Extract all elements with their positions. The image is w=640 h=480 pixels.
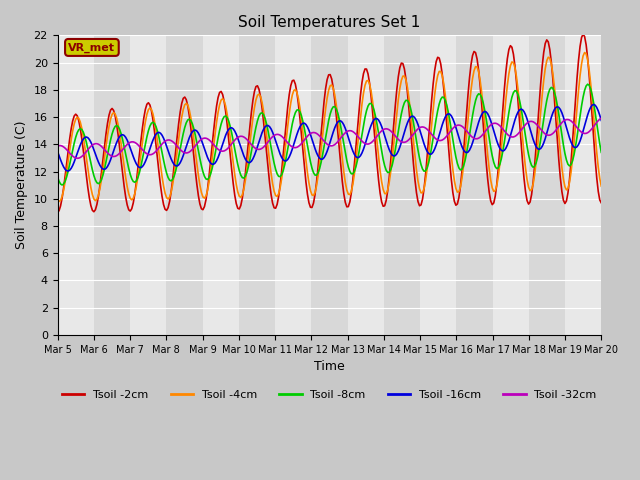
Tsoil -8cm bbox=[122, 151, 129, 157]
Bar bbox=[94, 36, 130, 335]
Tsoil -2cm bbox=[54, 209, 61, 215]
Tsoil -32cm bbox=[597, 115, 605, 121]
Tsoil -16cm bbox=[244, 160, 252, 166]
Tsoil -4cm bbox=[122, 175, 129, 180]
Bar bbox=[529, 36, 565, 335]
Tsoil -2cm bbox=[567, 160, 575, 166]
Bar bbox=[493, 36, 529, 335]
Line: Tsoil -32cm: Tsoil -32cm bbox=[58, 118, 601, 158]
Tsoil -16cm bbox=[122, 134, 129, 140]
Tsoil -32cm bbox=[122, 143, 129, 149]
Tsoil -2cm bbox=[291, 81, 299, 87]
Tsoil -2cm bbox=[597, 200, 605, 206]
Line: Tsoil -8cm: Tsoil -8cm bbox=[58, 84, 601, 185]
Tsoil -8cm bbox=[597, 149, 605, 155]
Tsoil -8cm bbox=[54, 174, 61, 180]
Bar bbox=[275, 36, 311, 335]
Tsoil -32cm bbox=[54, 143, 61, 149]
Tsoil -8cm bbox=[584, 81, 591, 87]
Tsoil -8cm bbox=[58, 182, 66, 188]
Tsoil -32cm bbox=[244, 138, 252, 144]
Tsoil -16cm bbox=[217, 146, 225, 152]
Line: Tsoil -4cm: Tsoil -4cm bbox=[58, 52, 601, 202]
Bar bbox=[130, 36, 166, 335]
Tsoil -16cm bbox=[64, 168, 72, 174]
Bar bbox=[384, 36, 420, 335]
Tsoil -8cm bbox=[217, 121, 225, 127]
Bar bbox=[456, 36, 493, 335]
Tsoil -8cm bbox=[244, 164, 252, 169]
Tsoil -2cm bbox=[216, 90, 223, 96]
Tsoil -16cm bbox=[590, 102, 598, 108]
Text: VR_met: VR_met bbox=[68, 42, 115, 53]
Bar bbox=[311, 36, 348, 335]
Tsoil -8cm bbox=[236, 168, 243, 173]
Tsoil -4cm bbox=[597, 183, 605, 189]
Bar bbox=[202, 36, 239, 335]
Tsoil -32cm bbox=[293, 144, 301, 150]
Bar bbox=[420, 36, 456, 335]
Tsoil -4cm bbox=[236, 193, 243, 199]
Tsoil -2cm bbox=[120, 184, 128, 190]
Tsoil -32cm bbox=[74, 156, 81, 161]
Tsoil -4cm bbox=[293, 89, 301, 95]
Tsoil -16cm bbox=[293, 132, 301, 137]
Tsoil -32cm bbox=[217, 148, 225, 154]
Bar bbox=[348, 36, 384, 335]
Tsoil -16cm bbox=[54, 149, 61, 155]
Tsoil -8cm bbox=[569, 158, 577, 164]
Tsoil -4cm bbox=[54, 197, 61, 203]
Tsoil -16cm bbox=[597, 118, 605, 123]
Tsoil -2cm bbox=[234, 205, 242, 211]
Bar bbox=[239, 36, 275, 335]
Tsoil -32cm bbox=[236, 134, 243, 140]
Legend: Tsoil -2cm, Tsoil -4cm, Tsoil -8cm, Tsoil -16cm, Tsoil -32cm: Tsoil -2cm, Tsoil -4cm, Tsoil -8cm, Tsoi… bbox=[58, 385, 601, 404]
Title: Soil Temperatures Set 1: Soil Temperatures Set 1 bbox=[238, 15, 420, 30]
Bar bbox=[58, 36, 94, 335]
Bar bbox=[565, 36, 601, 335]
Line: Tsoil -2cm: Tsoil -2cm bbox=[58, 34, 601, 212]
Line: Tsoil -16cm: Tsoil -16cm bbox=[58, 105, 601, 171]
Tsoil -2cm bbox=[243, 156, 251, 161]
Tsoil -8cm bbox=[293, 107, 301, 113]
Tsoil -4cm bbox=[580, 49, 588, 55]
Tsoil -4cm bbox=[55, 199, 63, 204]
Tsoil -16cm bbox=[236, 140, 243, 145]
Tsoil -16cm bbox=[569, 142, 577, 148]
Tsoil -4cm bbox=[244, 154, 252, 160]
Bar bbox=[166, 36, 202, 335]
X-axis label: Time: Time bbox=[314, 360, 345, 373]
Tsoil -4cm bbox=[569, 156, 577, 162]
Tsoil -4cm bbox=[217, 97, 225, 103]
Tsoil -32cm bbox=[569, 120, 577, 125]
Y-axis label: Soil Temperature (C): Soil Temperature (C) bbox=[15, 121, 28, 250]
Tsoil -2cm bbox=[579, 31, 587, 37]
